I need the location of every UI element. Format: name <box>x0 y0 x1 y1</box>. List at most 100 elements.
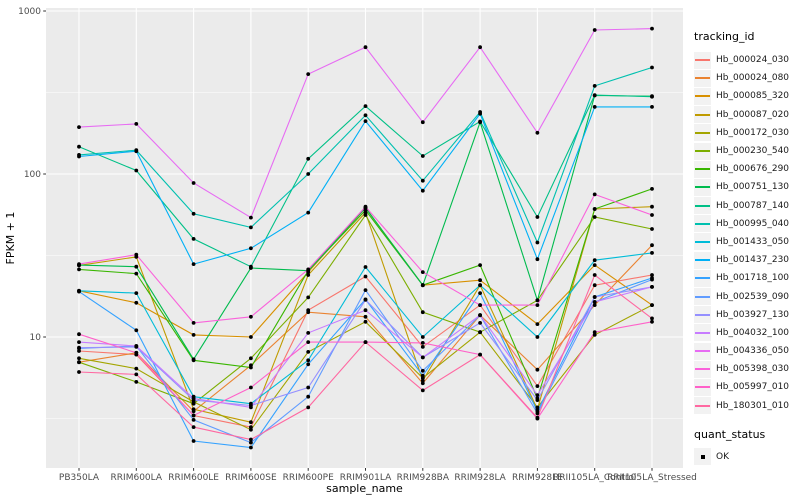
data-point <box>77 289 81 294</box>
data-point <box>363 288 368 292</box>
legend-key <box>694 251 711 269</box>
data-point <box>535 398 540 402</box>
legend-key <box>694 69 711 87</box>
data-point <box>535 298 540 303</box>
legend-item-label: Hb_000230_540 <box>716 146 790 157</box>
data-point <box>592 295 597 299</box>
legend-key <box>694 269 711 287</box>
data-point <box>650 285 654 289</box>
legend-item-Hb_000787_140: Hb_000787_140 <box>694 197 800 215</box>
legend-line-swatch <box>695 259 710 262</box>
legend-item-label: Hb_000676_290 <box>716 164 790 175</box>
data-point <box>535 322 540 326</box>
legend-item-label: Hb_002539_090 <box>716 291 790 302</box>
data-point <box>592 105 597 109</box>
data-point <box>478 111 482 116</box>
data-point <box>249 405 253 410</box>
legend-key <box>694 378 711 396</box>
data-point <box>134 271 139 276</box>
legend-item-label: Hb_003927_130 <box>716 309 790 320</box>
legend-line-swatch <box>695 295 710 298</box>
y-axis-title: FPKM + 1 <box>4 212 17 265</box>
data-point <box>650 213 654 217</box>
data-point <box>249 437 253 442</box>
data-point <box>650 303 654 307</box>
data-point <box>134 122 139 126</box>
legend-item-label: Hb_004032_100 <box>716 327 790 338</box>
data-point <box>478 330 482 335</box>
data-point <box>134 328 139 333</box>
data-point <box>592 333 597 337</box>
x-tick-label: RRII105LA_Stressed <box>607 473 697 483</box>
legend-item-Hb_000676_290: Hb_000676_290 <box>694 160 800 178</box>
data-point <box>420 341 425 345</box>
data-point <box>592 300 597 304</box>
y-tick-label: 1000 <box>18 7 41 17</box>
data-point <box>420 283 425 288</box>
data-point <box>249 356 253 361</box>
legend-line-swatch <box>695 186 710 189</box>
legend-item-Hb_001718_100: Hb_001718_100 <box>694 269 800 287</box>
legend-item-Hb_004032_100: Hb_004032_100 <box>694 324 800 342</box>
data-point <box>306 72 311 76</box>
legend-item-label: Hb_005997_010 <box>716 382 790 393</box>
data-point <box>592 84 597 88</box>
data-point <box>535 130 540 135</box>
data-point <box>420 178 425 183</box>
legend-item-label: Hb_000024_080 <box>716 73 790 84</box>
data-point <box>77 332 81 337</box>
data-point <box>535 384 540 388</box>
data-point <box>134 344 139 348</box>
data-point <box>535 393 540 397</box>
data-point <box>478 283 482 288</box>
x-tick-label: RRIM600PE <box>283 473 335 483</box>
data-point <box>535 415 540 420</box>
data-point <box>134 149 139 154</box>
plot-panel <box>46 8 683 468</box>
legend-key <box>694 233 711 251</box>
data-point <box>77 360 81 365</box>
legend-item-Hb_005997_010: Hb_005997_010 <box>694 378 800 396</box>
legend-item-Hb_000230_540: Hb_000230_540 <box>694 142 800 160</box>
legend-key <box>694 288 711 306</box>
data-point <box>478 45 482 50</box>
data-point <box>77 262 81 266</box>
data-point <box>592 273 597 277</box>
data-point <box>592 263 597 267</box>
data-point <box>191 181 196 185</box>
legend-item-label: Hb_000751_130 <box>716 182 790 193</box>
data-point <box>650 251 654 255</box>
legend-item-label: Hb_004336_050 <box>716 346 790 357</box>
legend-key <box>694 448 711 466</box>
data-point <box>420 120 425 125</box>
data-point <box>535 335 540 339</box>
legend-key <box>694 87 711 105</box>
data-point <box>535 303 540 307</box>
data-point <box>77 267 81 272</box>
data-point <box>363 204 368 209</box>
data-point <box>77 370 81 374</box>
legend-key <box>694 215 711 233</box>
legend-key <box>694 324 711 342</box>
data-point <box>650 273 654 277</box>
data-point <box>191 333 196 337</box>
data-point <box>420 310 425 315</box>
legend-item-Hb_000024_030: Hb_000024_030 <box>694 51 800 69</box>
data-point <box>535 411 540 416</box>
data-point <box>306 394 311 399</box>
legend-key <box>694 160 711 178</box>
data-point <box>478 313 482 318</box>
data-point <box>134 300 139 305</box>
data-point <box>134 291 139 295</box>
legend-line-swatch <box>695 222 710 225</box>
legend-line-swatch <box>695 95 710 98</box>
data-point <box>191 401 196 406</box>
y-tick-label: 10 <box>30 333 42 343</box>
legend-line-swatch <box>695 277 710 280</box>
data-point <box>191 425 196 429</box>
data-point <box>592 303 597 307</box>
data-point <box>191 211 196 216</box>
data-point <box>134 264 139 269</box>
data-point <box>363 308 368 313</box>
data-point <box>592 93 597 97</box>
